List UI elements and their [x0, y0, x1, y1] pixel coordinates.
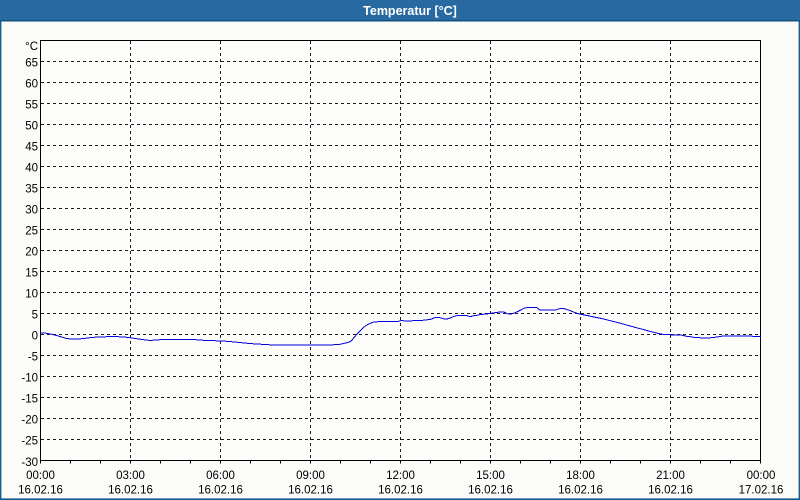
svg-text:40: 40	[25, 163, 38, 175]
svg-text:16.02.16: 16.02.16	[648, 485, 693, 497]
svg-text:16.02.16: 16.02.16	[558, 485, 603, 497]
svg-text:16.02.16: 16.02.16	[108, 485, 153, 497]
svg-text:Temperatur [°C]: Temperatur [°C]	[363, 4, 457, 18]
svg-text:-10: -10	[21, 373, 38, 385]
svg-text:17.02.16: 17.02.16	[739, 485, 784, 497]
svg-text:55: 55	[25, 100, 38, 112]
svg-text:16.02.16: 16.02.16	[468, 485, 513, 497]
svg-text:16.02.16: 16.02.16	[378, 485, 423, 497]
svg-text:°C: °C	[25, 41, 38, 53]
svg-text:60: 60	[25, 79, 38, 91]
svg-text:-20: -20	[21, 415, 38, 427]
svg-text:-25: -25	[21, 436, 38, 448]
svg-text:06:00: 06:00	[206, 470, 235, 482]
svg-text:0: 0	[32, 331, 38, 343]
svg-text:03:00: 03:00	[116, 470, 145, 482]
svg-text:09:00: 09:00	[296, 470, 325, 482]
svg-text:50: 50	[25, 121, 38, 133]
svg-text:15:00: 15:00	[476, 470, 505, 482]
svg-text:65: 65	[25, 58, 38, 70]
svg-text:45: 45	[25, 142, 38, 154]
svg-text:16.02.16: 16.02.16	[18, 485, 63, 497]
svg-text:15: 15	[25, 268, 38, 280]
svg-text:20: 20	[25, 247, 38, 259]
svg-text:00:00: 00:00	[747, 470, 776, 482]
svg-text:-30: -30	[21, 457, 38, 469]
svg-text:10: 10	[25, 289, 38, 301]
svg-text:-15: -15	[21, 394, 38, 406]
svg-text:21:00: 21:00	[656, 470, 685, 482]
svg-text:16.02.16: 16.02.16	[288, 485, 333, 497]
svg-text:30: 30	[25, 205, 38, 217]
svg-text:25: 25	[25, 226, 38, 238]
svg-text:-5: -5	[28, 352, 38, 364]
svg-text:18:00: 18:00	[566, 470, 595, 482]
svg-text:00:00: 00:00	[26, 470, 55, 482]
svg-text:5: 5	[32, 310, 38, 322]
svg-text:12:00: 12:00	[386, 470, 415, 482]
svg-text:16.02.16: 16.02.16	[198, 485, 243, 497]
svg-text:35: 35	[25, 184, 38, 196]
